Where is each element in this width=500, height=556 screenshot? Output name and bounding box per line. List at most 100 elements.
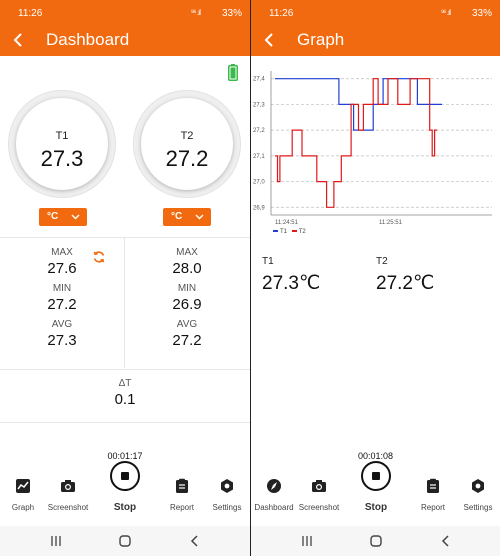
unit-dropdown-t1[interactable]: °C: [39, 208, 87, 226]
settings-icon: [221, 479, 233, 493]
back-arrow-icon[interactable]: [10, 29, 28, 51]
signal-icon: ⁹⁶ .ıl: [190, 8, 201, 17]
app-bar: Graph: [251, 26, 500, 56]
y-tick-label: 27,4: [253, 77, 265, 83]
stop-button[interactable]: [361, 461, 391, 491]
y-tick-label: 26,9: [253, 205, 265, 211]
min-label: MIN: [52, 283, 72, 294]
avg-value: 27.2: [172, 332, 202, 349]
reading-value: 27.2℃: [376, 273, 435, 294]
legend-label: T2: [298, 229, 306, 235]
page-title: Dashboard: [46, 30, 130, 49]
unit-value: °C: [171, 211, 183, 222]
app-bar: Dashboard: [0, 26, 250, 56]
y-tick-label: 27,0: [253, 180, 265, 186]
camera-icon: [312, 480, 326, 492]
gauge-t2: T2 27.2: [133, 90, 241, 198]
stop-label: Stop: [364, 502, 388, 513]
status-time: 11:26: [269, 8, 294, 19]
report-icon: [176, 478, 188, 493]
t1-stats: MAX 27.6 MIN 27.2 AVG 27.3: [32, 247, 92, 349]
nav-label: Dashboard: [254, 503, 294, 512]
dashboard-icon: [267, 479, 281, 493]
status-time: 11:26: [18, 8, 43, 19]
max-value: 27.6: [47, 260, 77, 277]
legend-label: T1: [280, 229, 288, 235]
gauge-value: 27.2: [165, 146, 209, 171]
stop-button[interactable]: [110, 461, 140, 491]
battery-level: 33%: [471, 8, 492, 19]
delta-t: ΔT 0.1: [95, 378, 155, 408]
nav-graph[interactable]: Graph: [0, 478, 50, 512]
nav-label: Report: [169, 503, 194, 512]
max-label: MAX: [176, 247, 198, 258]
max-label: MAX: [51, 247, 73, 258]
nav-screenshot[interactable]: Screenshot: [292, 478, 346, 512]
settings-icon: [472, 479, 484, 493]
dashboard-screen: 11:26 ⁹⁶ .ıl 33% Dashboard T1 27.3 T2 27…: [0, 0, 250, 556]
reading-value: 27.3℃: [262, 273, 321, 294]
min-value: 27.2: [47, 296, 77, 313]
nav-dashboard[interactable]: Dashboard: [251, 478, 301, 512]
series-line-t1: [275, 78, 442, 131]
x-tick-label: 11:24:51: [275, 220, 299, 226]
refresh-icon[interactable]: [92, 250, 106, 264]
status-bar: 11:26 ⁹⁶ .ıl 33%: [251, 0, 500, 26]
unit-value: °C: [47, 211, 59, 222]
min-label: MIN: [177, 283, 197, 294]
reading-label: T1: [262, 256, 274, 267]
nav-label: Settings: [463, 503, 493, 512]
y-tick-label: 27,3: [253, 102, 265, 108]
battery-full-icon: [228, 64, 238, 81]
stop-label: Stop: [113, 502, 137, 513]
nav-screenshot[interactable]: Screenshot: [41, 478, 95, 512]
nav-label: Report: [420, 503, 445, 512]
y-tick-label: 27,1: [253, 154, 265, 160]
chart-legend: T1 T2: [273, 229, 306, 235]
gauge-t1: T1 27.3: [8, 90, 116, 198]
recent-apps-icon[interactable]: [48, 533, 64, 549]
nav-settings[interactable]: Settings: [200, 478, 250, 512]
legend-swatch-t2: [291, 230, 297, 233]
gauge-label: T1: [55, 130, 69, 142]
nav-report[interactable]: Report: [155, 478, 209, 512]
delta-value: 0.1: [114, 391, 136, 408]
nav-label: Graph: [11, 503, 35, 512]
gauge-label: T2: [180, 130, 194, 142]
elapsed-timer: 00:01:08: [357, 451, 394, 461]
nav-label: Screenshot: [298, 503, 340, 512]
stop-icon: [372, 472, 380, 480]
system-nav-bar: [251, 526, 500, 556]
chevron-down-icon: [71, 214, 80, 220]
nav-report[interactable]: Report: [406, 478, 460, 512]
avg-label: AVG: [51, 319, 73, 330]
divider: [0, 369, 250, 370]
min-value: 26.9: [172, 296, 202, 313]
elapsed-timer: 00:01:17: [107, 451, 143, 461]
status-bar: 11:26 ⁹⁶ .ıl 33%: [0, 0, 250, 26]
nav-label: Screenshot: [47, 503, 89, 512]
graph-screen: 11:26 ⁹⁶ .ıl 33% Graph 27,4 27,3 27,2 27,1 2…: [250, 0, 500, 556]
system-nav-bar: [0, 526, 250, 556]
avg-label: AVG: [176, 319, 198, 330]
nav-settings[interactable]: Settings: [451, 478, 500, 512]
avg-value: 27.3: [47, 332, 77, 349]
battery-level: 33%: [221, 8, 242, 19]
divider: [0, 237, 250, 238]
back-icon[interactable]: [438, 533, 454, 549]
report-icon: [427, 478, 439, 493]
home-icon[interactable]: [117, 533, 133, 549]
delta-label: ΔT: [118, 378, 132, 389]
unit-dropdown-t2[interactable]: °C: [163, 208, 211, 226]
divider: [124, 238, 125, 368]
home-icon[interactable]: [368, 533, 384, 549]
reading-label: T2: [376, 256, 388, 267]
recent-apps-icon[interactable]: [299, 533, 315, 549]
gauge-value: 27.3: [40, 146, 84, 171]
page-title: Graph: [297, 30, 345, 49]
back-arrow-icon[interactable]: [261, 29, 279, 51]
y-tick-label: 27,2: [253, 128, 265, 134]
back-icon[interactable]: [187, 533, 203, 549]
divider: [0, 422, 250, 423]
x-tick-label: 11:25:51: [379, 220, 403, 226]
